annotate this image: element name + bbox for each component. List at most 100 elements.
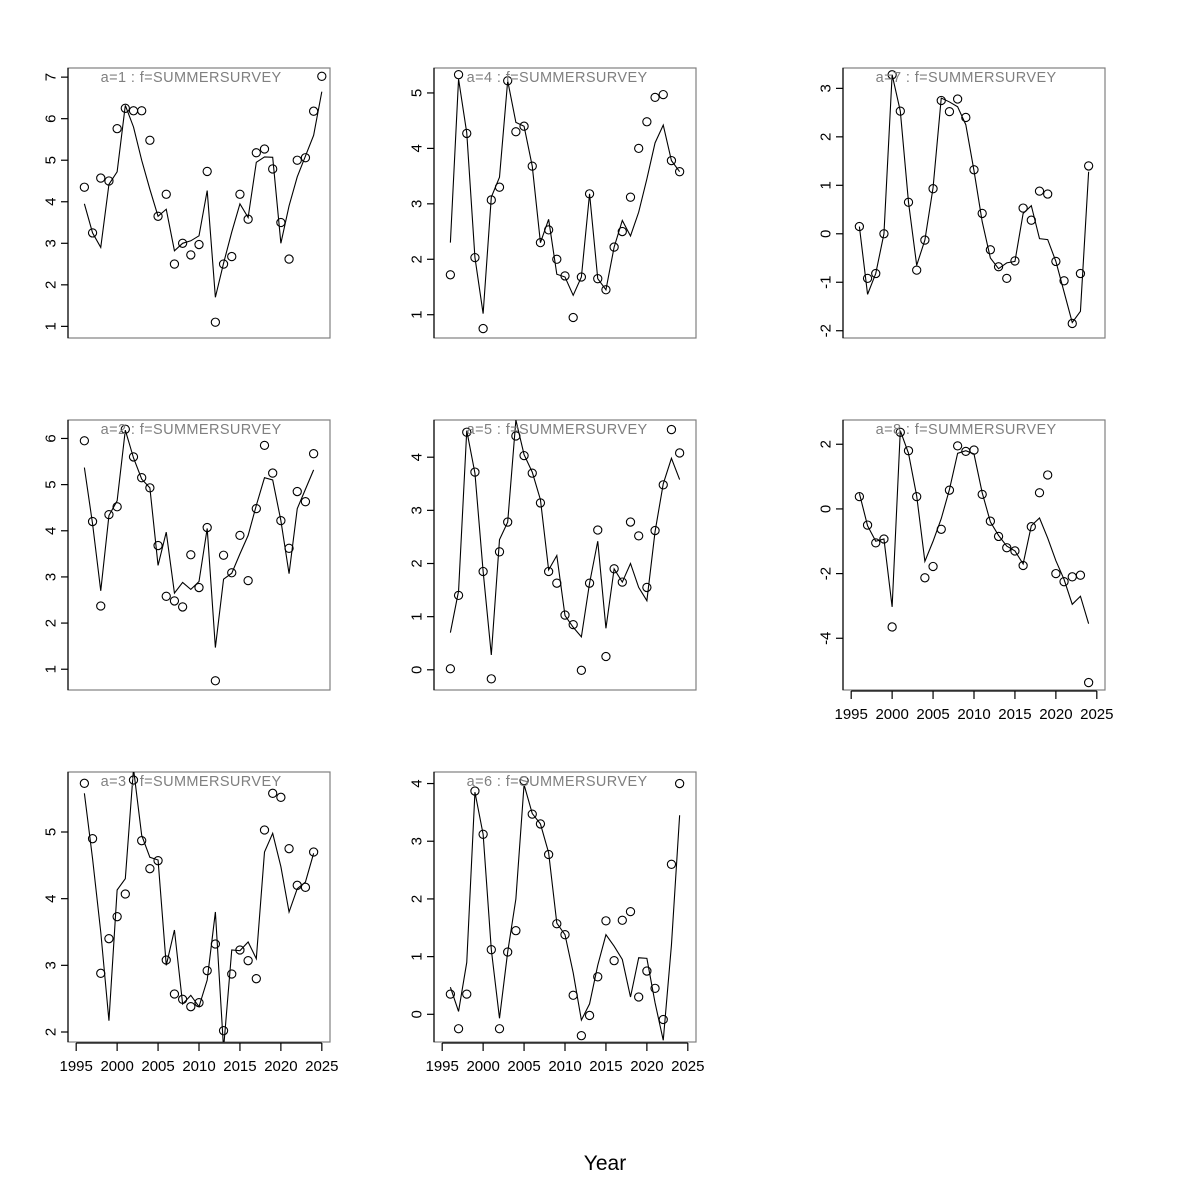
y-axis-tick-label: 6 — [43, 115, 60, 123]
data-point — [634, 992, 644, 1002]
x-axis-tick-label: 2010 — [957, 706, 990, 723]
y-axis-tick-label: 4 — [409, 779, 426, 787]
data-point — [235, 189, 245, 199]
data-point — [104, 934, 114, 944]
y-axis-tick-label: 1 — [409, 952, 426, 960]
data-point — [445, 989, 456, 999]
y-axis-tick-label: 2 — [409, 255, 426, 263]
data-point — [169, 596, 180, 606]
panel-title: a=5 : f=SUMMERSURVEY — [467, 422, 648, 438]
x-axis-tick-label: 2000 — [875, 706, 908, 723]
data-point — [120, 889, 130, 899]
data-point — [268, 788, 278, 798]
data-point — [674, 167, 685, 177]
data-point — [251, 148, 261, 158]
data-point — [96, 601, 106, 611]
data-point — [453, 69, 464, 80]
y-axis-tick-label: 5 — [43, 480, 60, 488]
data-point — [96, 968, 106, 978]
y-axis-tick-label: 2 — [43, 281, 60, 289]
y-axis-tick-label: 2 — [409, 559, 426, 567]
data-point — [145, 864, 155, 874]
y-axis-tick-label: 1 — [43, 322, 60, 330]
data-point — [292, 155, 302, 165]
data-point — [177, 238, 188, 248]
data-point — [584, 578, 595, 588]
data-point — [912, 265, 922, 275]
fitted-line — [449, 420, 681, 655]
data-point — [1043, 189, 1053, 199]
x-axis-tick-label: 1995 — [426, 1058, 459, 1075]
y-axis-tick-label: 2 — [409, 895, 426, 903]
data-point — [79, 436, 90, 446]
panel-title: a=7 : f=SUMMERSURVEY — [876, 70, 1057, 86]
data-point — [445, 270, 456, 280]
data-point — [308, 449, 319, 459]
data-point — [609, 242, 619, 252]
data-point — [137, 473, 147, 483]
y-axis-tick-label: 6 — [43, 434, 60, 442]
panel-plot: 1 2 3 4 5 6 7 a=1 : f=SUMMERSURVEY — [43, 67, 331, 339]
panel-a7: -2 -1 0 1 2 3 a=7 : f=SUMMERSURVEY — [775, 52, 1127, 404]
data-point — [186, 550, 196, 560]
data-point — [194, 582, 204, 593]
data-point — [568, 312, 578, 323]
data-point — [1010, 256, 1020, 266]
data-point — [202, 166, 212, 177]
x-axis-tick-label: 2000 — [466, 1058, 499, 1075]
x-axis-tick-label: 2020 — [630, 1058, 663, 1075]
data-point — [137, 106, 147, 116]
data-point — [1051, 568, 1061, 579]
data-point — [1034, 488, 1045, 498]
y-axis-tick-label: 2 — [818, 440, 835, 448]
x-axis-tick-label: 2000 — [100, 1058, 133, 1075]
data-point — [560, 610, 570, 620]
data-point — [1051, 256, 1061, 267]
data-point — [650, 92, 660, 103]
data-point — [259, 825, 270, 835]
data-point — [292, 486, 302, 497]
data-point — [977, 208, 987, 219]
data-point — [145, 135, 155, 145]
data-point — [625, 517, 636, 527]
data-point — [658, 89, 668, 100]
data-point — [1083, 677, 1094, 688]
y-axis-tick-label: 1 — [818, 181, 835, 189]
data-point — [317, 71, 327, 81]
data-point — [625, 192, 636, 202]
data-point — [161, 591, 171, 601]
data-point — [642, 582, 652, 593]
data-point — [642, 117, 652, 127]
data-point — [128, 452, 139, 462]
x-axis-tick-label: 1995 — [835, 706, 868, 723]
data-point — [920, 573, 930, 583]
data-point — [1018, 203, 1028, 213]
data-point — [268, 468, 278, 478]
data-point — [169, 989, 180, 999]
data-point — [519, 121, 529, 131]
y-axis-tick-label: 3 — [409, 837, 426, 845]
data-point — [227, 251, 237, 262]
y-axis-tick-label: 3 — [409, 200, 426, 208]
data-point — [511, 127, 521, 137]
data-point — [96, 173, 106, 183]
plot-frame — [67, 67, 331, 339]
data-point — [218, 259, 229, 269]
data-point — [276, 217, 286, 228]
data-point — [1059, 577, 1069, 587]
data-point — [609, 955, 619, 966]
y-axis-tick-label: 3 — [43, 573, 60, 581]
fitted-line — [449, 784, 681, 1041]
data-point — [186, 1002, 196, 1012]
y-axis-tick-label: 3 — [409, 506, 426, 514]
data-point — [993, 262, 1004, 272]
data-point — [887, 622, 897, 632]
data-point — [920, 235, 930, 245]
fitted-line — [83, 91, 323, 298]
data-point — [871, 268, 881, 279]
data-point — [243, 575, 253, 586]
data-point — [1002, 273, 1012, 284]
data-point — [259, 440, 270, 451]
data-point — [674, 778, 685, 789]
